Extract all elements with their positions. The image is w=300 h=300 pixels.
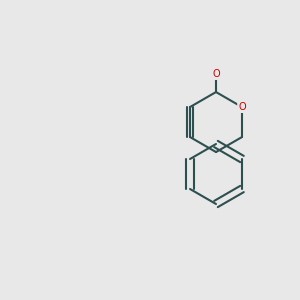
Text: O: O bbox=[238, 102, 246, 112]
Text: O: O bbox=[212, 69, 220, 79]
